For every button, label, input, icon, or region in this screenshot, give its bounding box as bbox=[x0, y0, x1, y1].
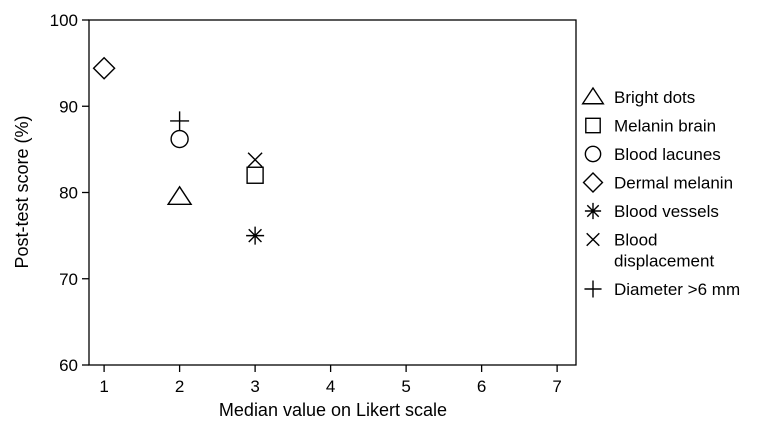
y-tick-label: 90 bbox=[59, 97, 78, 116]
x-tick-label: 3 bbox=[250, 377, 259, 396]
x-tick-label: 1 bbox=[99, 377, 108, 396]
data-point-square bbox=[246, 166, 264, 184]
data-point-circle bbox=[170, 129, 189, 149]
legend-label: Blood displacement bbox=[614, 231, 714, 271]
y-tick-label: 70 bbox=[59, 270, 78, 289]
legend-marker-plus bbox=[584, 280, 602, 298]
x-tick-label: 5 bbox=[401, 377, 410, 396]
legend-marker-asterisk bbox=[584, 202, 602, 220]
legend-label: Dermal melanin bbox=[614, 174, 733, 193]
legend: Bright dots Melanin brain Blood lacunes Der… bbox=[581, 86, 740, 299]
legend-marker-square bbox=[585, 117, 601, 134]
data-point-diamond bbox=[92, 56, 116, 80]
y-axis-label: Post-test score (%) bbox=[12, 115, 32, 268]
legend-marker-triangle bbox=[581, 86, 605, 105]
y-tick-label: 100 bbox=[50, 11, 78, 30]
data-point-triangle bbox=[166, 185, 193, 206]
plot-frame bbox=[88, 19, 577, 366]
y-tick-label: 60 bbox=[59, 356, 78, 375]
legend-label: Blood lacunes bbox=[614, 145, 721, 164]
legend-marker-x bbox=[586, 232, 600, 247]
y-axis: 60 70 80 90 100 bbox=[50, 11, 89, 375]
legend-marker-circle bbox=[584, 145, 602, 163]
legend-marker-diamond bbox=[582, 172, 604, 193]
data-point-plus bbox=[170, 111, 190, 131]
x-tick-label: 7 bbox=[552, 377, 561, 396]
y-tick-label: 80 bbox=[59, 184, 78, 203]
data-point-asterisk bbox=[246, 226, 265, 245]
x-axis: 1 2 3 4 5 6 7 bbox=[99, 365, 562, 396]
legend-label: Blood vessels bbox=[614, 202, 719, 221]
legend-label: Diameter >6 mm bbox=[614, 280, 740, 299]
x-axis-label: Median value on Likert scale bbox=[219, 400, 447, 420]
legend-label: Bright dots bbox=[614, 88, 695, 107]
x-tick-label: 6 bbox=[477, 377, 486, 396]
data-point-x bbox=[247, 152, 263, 168]
x-tick-label: 2 bbox=[175, 377, 184, 396]
legend-label: Melanin brain bbox=[614, 117, 716, 136]
x-tick-label: 4 bbox=[326, 377, 335, 396]
data-points bbox=[92, 56, 265, 245]
